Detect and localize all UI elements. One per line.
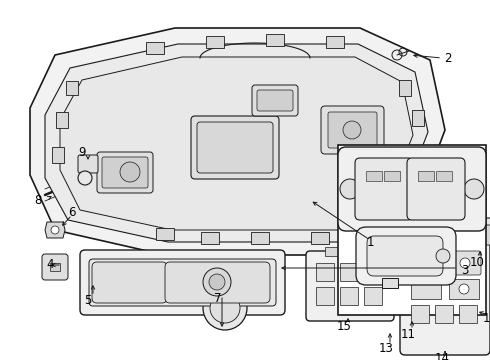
Bar	[364, 287, 382, 305]
Bar	[251, 232, 269, 244]
Bar	[340, 287, 358, 305]
FancyBboxPatch shape	[407, 158, 465, 220]
Bar	[382, 278, 398, 288]
Bar	[56, 112, 68, 128]
Circle shape	[78, 171, 92, 185]
Bar	[364, 263, 382, 281]
FancyBboxPatch shape	[89, 259, 276, 306]
Circle shape	[203, 268, 231, 296]
Bar	[66, 81, 78, 95]
Polygon shape	[60, 57, 413, 230]
Bar	[340, 263, 358, 281]
FancyBboxPatch shape	[97, 152, 153, 193]
FancyBboxPatch shape	[42, 254, 68, 280]
FancyBboxPatch shape	[321, 106, 384, 154]
Bar	[311, 232, 329, 244]
Bar	[404, 147, 416, 163]
Text: 8: 8	[34, 194, 42, 207]
Bar	[50, 263, 60, 271]
Text: 9: 9	[78, 145, 86, 158]
Bar	[411, 305, 429, 323]
Text: 4: 4	[46, 258, 54, 271]
Bar	[316, 263, 334, 281]
Text: 3: 3	[461, 264, 469, 276]
FancyBboxPatch shape	[306, 251, 394, 321]
Bar	[361, 247, 375, 256]
Text: 7: 7	[214, 292, 222, 305]
Bar	[206, 36, 224, 48]
Bar	[366, 171, 382, 181]
Text: 12: 12	[483, 311, 490, 324]
Polygon shape	[45, 222, 65, 238]
FancyBboxPatch shape	[466, 225, 490, 245]
Bar	[449, 279, 479, 299]
Bar	[436, 171, 452, 181]
FancyBboxPatch shape	[165, 262, 270, 303]
Circle shape	[210, 293, 240, 323]
Text: 2: 2	[444, 51, 452, 64]
Circle shape	[464, 179, 484, 199]
FancyBboxPatch shape	[80, 250, 285, 315]
Bar	[325, 247, 339, 256]
Polygon shape	[45, 44, 428, 242]
Circle shape	[460, 258, 470, 268]
Text: 5: 5	[84, 293, 92, 306]
Bar	[458, 230, 463, 240]
Circle shape	[340, 179, 360, 199]
Circle shape	[436, 249, 450, 263]
Bar	[389, 181, 401, 195]
Text: 14: 14	[435, 351, 449, 360]
FancyBboxPatch shape	[252, 85, 298, 116]
Bar	[425, 235, 450, 246]
Bar	[146, 42, 164, 54]
FancyBboxPatch shape	[92, 262, 167, 303]
Bar	[418, 171, 434, 181]
Bar	[459, 305, 477, 323]
Circle shape	[343, 121, 361, 139]
Circle shape	[51, 226, 59, 234]
Bar	[266, 34, 284, 46]
FancyBboxPatch shape	[78, 155, 98, 173]
FancyBboxPatch shape	[257, 90, 293, 111]
Bar	[316, 287, 334, 305]
FancyBboxPatch shape	[400, 240, 490, 355]
Bar	[156, 228, 174, 240]
FancyBboxPatch shape	[409, 251, 481, 275]
Bar	[52, 147, 64, 163]
FancyBboxPatch shape	[367, 236, 443, 276]
Circle shape	[203, 286, 247, 330]
Bar	[411, 279, 441, 299]
Polygon shape	[30, 28, 445, 255]
FancyBboxPatch shape	[459, 218, 490, 252]
Circle shape	[459, 284, 469, 294]
Text: 11: 11	[400, 328, 416, 341]
Text: 6: 6	[68, 206, 76, 219]
Text: 1: 1	[366, 235, 374, 248]
Bar	[412, 110, 424, 126]
Text: 10: 10	[469, 256, 485, 269]
Bar	[435, 305, 453, 323]
Bar	[338, 145, 486, 315]
FancyBboxPatch shape	[338, 147, 486, 231]
Text: 13: 13	[379, 342, 393, 355]
Bar	[201, 232, 219, 244]
Circle shape	[209, 274, 225, 290]
FancyBboxPatch shape	[197, 122, 273, 173]
FancyBboxPatch shape	[328, 112, 377, 148]
FancyBboxPatch shape	[102, 157, 148, 188]
Bar	[384, 171, 400, 181]
FancyBboxPatch shape	[191, 116, 279, 179]
FancyBboxPatch shape	[355, 158, 413, 220]
FancyBboxPatch shape	[356, 227, 456, 285]
Bar	[326, 36, 344, 48]
Text: 15: 15	[337, 320, 351, 333]
Bar	[399, 80, 411, 96]
Circle shape	[120, 162, 140, 182]
